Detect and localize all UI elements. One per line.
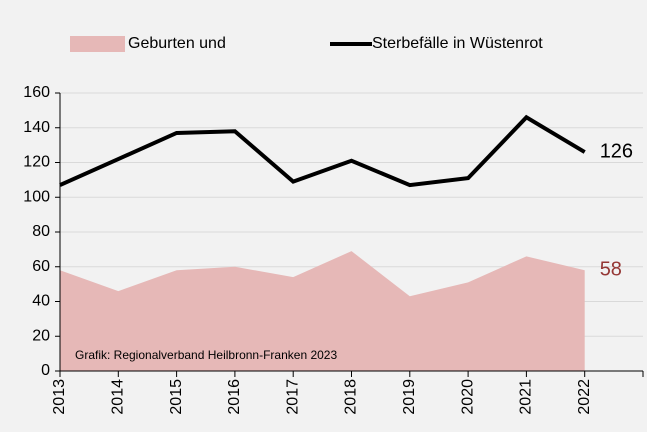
x-tick-label: 2016 [226, 379, 243, 415]
y-tick-label: 160 [23, 84, 50, 101]
y-tick-label: 80 [32, 223, 50, 240]
y-tick-label: 40 [32, 293, 50, 310]
line [59, 114, 586, 188]
legend-label: Sterbefälle in Wüstenrot [372, 35, 543, 52]
x-tick-label: 2015 [168, 379, 185, 415]
area [60, 251, 585, 371]
x-tick-label: 2014 [110, 379, 127, 415]
x-tick-label: 2021 [518, 379, 535, 415]
y-tick-label: 140 [23, 119, 50, 136]
x-tick-label: 2019 [401, 379, 418, 415]
y-tick-label: 120 [23, 154, 50, 171]
data-label: 126 [600, 140, 633, 162]
y-tick-label: 60 [32, 258, 50, 275]
annotation: Grafik: Regionalverband Heilbronn-Franke… [75, 348, 337, 362]
x-tick-label: 2018 [343, 379, 360, 415]
y-tick-label: 20 [32, 327, 50, 344]
y-tick-label: 0 [41, 362, 50, 379]
data-label: 58 [600, 259, 622, 281]
y-tick-label: 100 [23, 188, 50, 205]
x-tick-label: 2017 [284, 379, 301, 415]
legend-label: Geburten und [128, 35, 226, 52]
legend-swatch [70, 36, 125, 52]
x-tick-label: 2020 [459, 379, 476, 415]
x-tick-label: 2022 [576, 379, 593, 415]
x-tick-label: 2013 [51, 379, 68, 415]
